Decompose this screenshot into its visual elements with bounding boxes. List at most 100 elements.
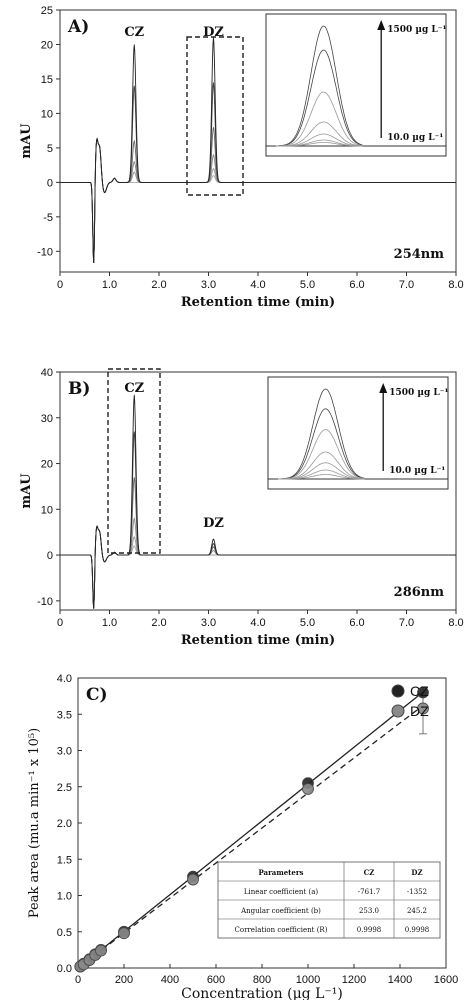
x-tick-label: 0 (75, 974, 81, 986)
legend-label-cz: CZ (410, 683, 429, 699)
x-axis-label: Concentration (µg L⁻¹) (181, 986, 343, 1000)
inset-trace (275, 91, 363, 147)
x-tick-label: 8.0 (448, 279, 463, 291)
inset-trace (278, 474, 365, 480)
y-tick-label: 3.5 (57, 709, 72, 721)
data-point-dz (187, 873, 199, 886)
peak-label-dz: DZ (203, 516, 224, 531)
y-tick-label: 20 (41, 459, 53, 471)
y-tick-label: 10 (41, 504, 53, 516)
table-cell: Angular coefficient (b) (240, 907, 321, 915)
fit-line-dz (77, 704, 424, 969)
inset-bottom-label: 10.0 µg L⁻¹ (389, 466, 445, 476)
chromatogram-A: 0 1.0 2.0 3.0 4.0 5.0 6.0 7.0 8.0 -10 -5 0 5 10 15 20 25… (19, 5, 464, 310)
chromatogram-trace (60, 137, 456, 264)
table-header: CZ (364, 868, 375, 877)
x-tick-label: 4.0 (250, 617, 265, 629)
parameters-table: Parameters CZ DZ Linear coefficient (a) -761… (217, 861, 441, 939)
x-tick-label: 2.0 (151, 279, 166, 291)
y-tick-label: 30 (41, 413, 53, 425)
table-cell: Correlation coefficient (R) (235, 926, 328, 934)
peak-label-cz: CZ (124, 25, 144, 40)
y-tick-label: 1.0 (57, 891, 72, 903)
x-axis-label: Retention time (min) (181, 295, 335, 310)
y-tick-label: 1.5 (57, 854, 72, 866)
inset-trace (278, 408, 365, 480)
table-cell: 253.0 (359, 907, 379, 915)
y-tick-label: -5 (43, 212, 53, 224)
table-cell: 0.9998 (357, 926, 382, 934)
x-axis-label: Retention time (min) (181, 633, 335, 648)
x-tick-label: 5.0 (300, 617, 315, 629)
chromatogram-trace (60, 37, 456, 264)
inset-top-label: 1500 µg L⁻¹ (389, 388, 448, 398)
y-axis-label: mAU (19, 123, 34, 159)
calibration-chart: 0 200 400 600 800 1000 1200 1400 1600 0.0 0.5 1.0 1.… (27, 673, 458, 1000)
inset-trace (276, 49, 363, 147)
y-tick-label: 2.5 (57, 782, 72, 794)
peak-label-cz: CZ (124, 381, 144, 396)
x-tick-label: 8.0 (448, 617, 463, 629)
table-cell: -1352 (407, 888, 427, 896)
x-tick-label: 400 (161, 974, 179, 986)
x-tick-label: 3.0 (201, 617, 216, 629)
x-tick-label: 600 (207, 974, 225, 986)
x-tick-label: 7.0 (399, 279, 414, 291)
chromatogram-B: 0 1.0 2.0 3.0 4.0 5.0 6.0 7.0 8.0 -10 0 10 20 30 40 Ret… (19, 367, 464, 648)
table-cell: Linear coefficient (a) (244, 888, 319, 896)
table-cell: -761.7 (358, 888, 380, 896)
x-tick-label: 4.0 (250, 279, 265, 291)
panel-label: C) (86, 685, 108, 705)
inset-trace (276, 142, 363, 147)
x-tick-label: 800 (253, 974, 271, 986)
x-tick-label: 1600 (434, 974, 458, 986)
legend-label-dz: DZ (410, 703, 429, 719)
highlight-box (186, 36, 244, 196)
table-cell: 245.2 (407, 907, 427, 915)
y-tick-label: 15 (41, 74, 53, 86)
y-tick-label: 4.0 (57, 673, 72, 685)
table-header: Parameters (258, 868, 303, 877)
y-tick-label: 40 (41, 367, 53, 379)
highlight-box (107, 368, 161, 554)
y-tick-label: 0.5 (57, 927, 72, 939)
y-tick-label: 2.0 (57, 818, 72, 830)
table-cell: 0.9998 (405, 926, 430, 934)
x-tick-label: 6.0 (349, 279, 364, 291)
x-tick-label: 2.0 (151, 617, 166, 629)
y-tick-label: 25 (41, 5, 53, 17)
chromatogram-trace (60, 394, 456, 609)
fit-line-cz (77, 691, 424, 969)
data-point-cz (417, 686, 429, 699)
legend-marker-dz (391, 704, 405, 718)
y-axis-label: Peak area (mu.a min⁻¹ x 10⁵) (27, 728, 42, 918)
inset-trace (278, 429, 365, 480)
chromatogram-trace (60, 137, 456, 264)
y-tick-label: -10 (37, 246, 53, 258)
inset-bottom-label: 10.0 µg L⁻¹ (387, 133, 443, 143)
data-point-dz (95, 944, 107, 957)
chromatogram-trace (60, 137, 456, 264)
data-point-dz (118, 927, 130, 940)
legend-marker-cz (391, 684, 405, 698)
inset-trace (276, 25, 363, 147)
x-tick-label: 1000 (296, 974, 320, 986)
panel-label: A) (67, 17, 89, 37)
data-point-dz (417, 702, 429, 715)
x-tick-label: 0 (57, 617, 63, 629)
panel-label: B) (68, 379, 90, 399)
x-tick-label: 1400 (388, 974, 412, 986)
wavelength-label: 254nm (394, 247, 445, 262)
arrow-head-icon (379, 383, 388, 393)
y-tick-label: 3.0 (57, 746, 72, 758)
y-tick-label: 0 (47, 550, 53, 562)
x-tick-label: 1200 (342, 974, 366, 986)
table-header: DZ (411, 868, 422, 877)
y-tick-label: 0 (47, 177, 53, 189)
x-tick-label: 6.0 (349, 617, 364, 629)
peak-label-dz: DZ (203, 25, 224, 40)
x-tick-label: 3.0 (201, 279, 216, 291)
y-tick-label: 0.0 (57, 963, 72, 975)
x-tick-label: 7.0 (399, 617, 414, 629)
